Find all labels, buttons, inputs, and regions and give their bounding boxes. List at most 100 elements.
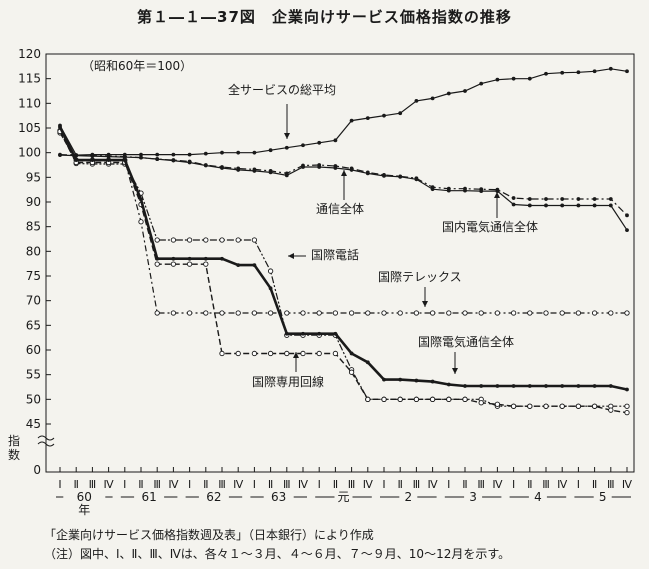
data-point <box>478 400 484 406</box>
data-point <box>171 256 176 261</box>
quarter-label: Ⅰ <box>188 478 191 491</box>
data-point <box>446 396 452 402</box>
data-point <box>576 70 581 75</box>
data-point <box>624 403 630 409</box>
data-point <box>430 379 435 384</box>
data-point <box>365 116 370 121</box>
y-tick-label: 120 <box>18 47 41 61</box>
data-point <box>220 150 224 155</box>
data-point <box>414 378 419 383</box>
data-point <box>170 237 177 243</box>
annotation-label: 国際電話 <box>311 247 359 262</box>
y-tick-label: 60 <box>26 343 41 357</box>
data-point <box>252 263 257 268</box>
data-point <box>592 384 597 388</box>
quarter-label: Ⅰ <box>382 478 385 491</box>
data-point <box>429 396 436 402</box>
data-point <box>510 403 517 409</box>
quarter-label: Ⅱ <box>462 478 467 491</box>
data-point <box>220 166 224 170</box>
data-point <box>316 310 322 316</box>
figure-title: 第１―１―37図 企業向けサービス価格指数の推移 <box>137 8 512 26</box>
data-point <box>348 369 355 375</box>
data-point <box>154 237 160 243</box>
data-point <box>90 158 95 162</box>
quarter-label: Ⅳ <box>104 478 115 491</box>
quarter-label: Ⅰ <box>58 478 61 491</box>
data-point <box>301 165 305 169</box>
series-path <box>59 132 627 314</box>
data-point <box>349 118 354 123</box>
data-point <box>495 189 500 194</box>
data-point <box>511 202 516 207</box>
data-point <box>429 310 436 316</box>
data-point <box>511 384 516 388</box>
data-point <box>397 310 403 316</box>
arrowhead-icon <box>341 170 347 176</box>
data-point <box>300 310 306 316</box>
data-point <box>576 203 581 208</box>
quarter-label: Ⅱ <box>333 478 338 491</box>
y-tick-label: 50 <box>26 392 41 406</box>
data-point <box>446 188 451 193</box>
data-point <box>463 384 467 388</box>
data-point <box>479 384 484 388</box>
y-tick-label: 95 <box>26 170 41 184</box>
quarter-label: Ⅱ <box>73 478 78 491</box>
quarter-label: Ⅰ <box>123 478 126 491</box>
data-point <box>284 310 290 316</box>
quarter-label: Ⅳ <box>428 478 439 491</box>
annotation-label: 国際専用回線 <box>252 374 324 389</box>
data-point <box>58 153 62 158</box>
data-point <box>575 403 582 409</box>
quarter-label: Ⅲ <box>477 478 485 491</box>
data-point <box>333 331 338 336</box>
data-point <box>203 151 208 156</box>
data-point <box>219 350 225 357</box>
y-tick-label: 45 <box>26 417 41 431</box>
quarter-label: Ⅲ <box>153 478 161 491</box>
data-point <box>317 165 322 169</box>
quarter-label: Ⅰ <box>577 478 580 491</box>
data-point <box>284 173 289 178</box>
series-line <box>58 125 629 392</box>
data-point <box>106 154 111 159</box>
data-point <box>300 350 306 357</box>
year-label: 元 <box>337 490 349 504</box>
y-tick-label: 75 <box>26 269 41 283</box>
series-path <box>58 126 628 391</box>
data-point <box>560 203 565 208</box>
data-point <box>463 188 467 193</box>
quarter-label: Ⅳ <box>363 478 374 491</box>
data-point <box>544 197 548 201</box>
data-point <box>251 350 258 357</box>
data-point <box>608 66 613 71</box>
data-point <box>478 310 484 316</box>
arrowhead-icon <box>288 253 294 259</box>
quarter-label: Ⅳ <box>168 478 179 491</box>
data-point <box>251 310 258 316</box>
data-point <box>446 91 451 96</box>
data-point <box>187 160 192 165</box>
plot-frame <box>45 53 635 473</box>
quarter-label: Ⅱ <box>203 478 208 491</box>
data-point <box>348 310 355 316</box>
y-tick-label: 70 <box>26 294 41 308</box>
data-point <box>235 350 241 357</box>
data-point <box>170 261 177 267</box>
quarter-label: Ⅰ <box>512 478 515 491</box>
data-point <box>284 145 289 150</box>
data-point <box>219 310 225 316</box>
data-point <box>267 310 274 316</box>
data-point <box>398 111 403 116</box>
series-path <box>59 68 628 156</box>
data-point <box>138 219 144 225</box>
data-point <box>235 237 241 243</box>
year-label: 2 <box>404 490 412 504</box>
data-point <box>625 228 629 233</box>
arrowhead-icon <box>293 352 299 358</box>
series-path <box>59 131 628 414</box>
year-label: 年 <box>78 503 90 517</box>
data-point <box>284 350 290 357</box>
data-point <box>155 256 160 261</box>
